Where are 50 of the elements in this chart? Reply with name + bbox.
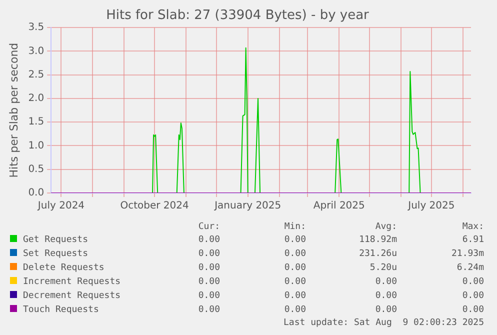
text: 0.00	[197, 304, 220, 317]
y-tick-label: 1.5	[28, 116, 44, 128]
legend-label: Touch Requests	[22, 304, 100, 317]
x-tick-label: April 2025	[313, 200, 365, 212]
y-tick-label: 0.0	[28, 188, 44, 199]
text: 6.91	[461, 234, 484, 247]
y-tick-label: 2.0	[28, 93, 44, 104]
text: Min:	[283, 221, 306, 233]
legend-label: Get Requests	[22, 234, 90, 247]
x-tick-label: January 2025	[214, 200, 282, 212]
text: 0.00	[197, 290, 220, 303]
text: 0.00	[374, 304, 397, 317]
x-tick-label: July 2024	[36, 200, 85, 212]
text: 0.00	[197, 262, 220, 275]
x-tick-label: October 2024	[120, 200, 189, 212]
text: 0.00	[283, 276, 306, 289]
y-tick-label: 3.0	[28, 46, 44, 57]
y-tick-label: 2.5	[28, 69, 44, 80]
text: Max:	[461, 221, 484, 233]
y-axis-title: Hits per Slab per second	[7, 42, 20, 178]
text: 118.92m	[358, 234, 397, 247]
text: 21.93m	[450, 248, 484, 261]
y-tick-label: 0.5	[28, 164, 44, 175]
text: Cur:	[197, 221, 220, 233]
text: 0.00	[283, 234, 306, 247]
text: 0.00	[283, 248, 306, 261]
y-tick-label: 3.5	[28, 22, 44, 34]
legend-label: Set Requests	[22, 248, 90, 261]
text: 0.00	[283, 304, 306, 317]
text: 0.00	[197, 234, 220, 247]
text: 0.00	[283, 262, 306, 275]
text: 0.00	[461, 276, 484, 289]
text: 0.00	[374, 276, 397, 289]
text: 0.00	[374, 290, 397, 303]
y-tick-label: 1.0	[28, 140, 44, 152]
text: 231.26u	[358, 248, 397, 261]
text: 0.00	[283, 290, 306, 303]
text: 0.00	[461, 304, 484, 317]
text: 0.00	[197, 248, 220, 261]
text: 5.20u	[368, 262, 397, 275]
x-tick-label: July 2025	[407, 200, 455, 212]
legend-label: Increment Requests	[22, 276, 122, 289]
legend-label: Delete Requests	[22, 262, 106, 275]
legend-label: Decrement Requests	[22, 290, 122, 303]
chart-title: Hits for Slab: 27 (33904 Bytes) - by year	[106, 8, 370, 24]
text: Avg:	[374, 221, 397, 233]
text: 6.24m	[456, 262, 484, 275]
text: 0.00	[197, 276, 220, 289]
text: 0.00	[461, 290, 484, 303]
text: Last update: Sat Aug 9 02:00:23 2025	[282, 317, 484, 329]
